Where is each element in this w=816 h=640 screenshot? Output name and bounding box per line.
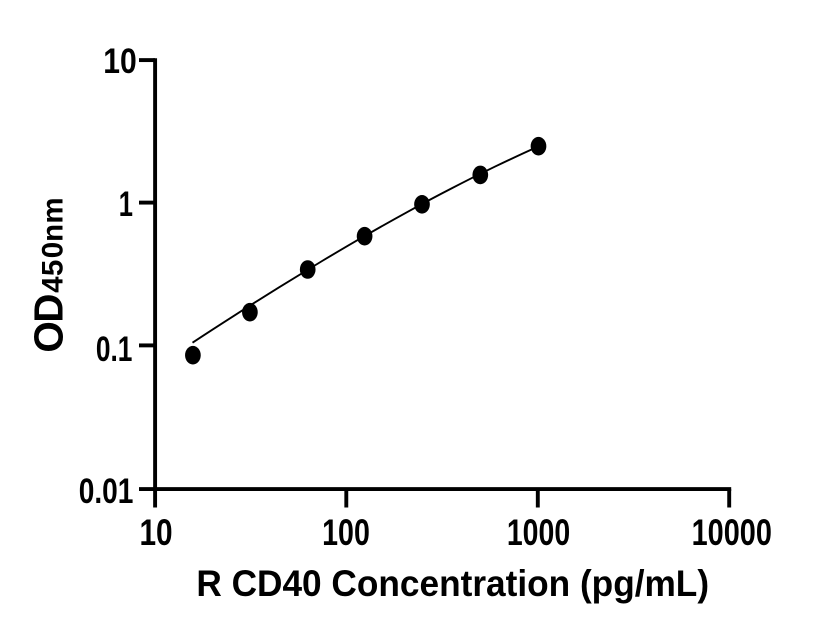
svg-text:0: 0: [37, 242, 70, 258]
svg-text:10: 10: [103, 41, 136, 81]
svg-text:R CD40 Concentration (pg/mL): R CD40 Concentration (pg/mL): [196, 562, 709, 604]
svg-text:10000: 10000: [692, 512, 772, 553]
svg-text:1000: 1000: [507, 511, 570, 552]
svg-text:0.01: 0.01: [79, 471, 134, 511]
svg-text:m: m: [37, 197, 70, 223]
svg-text:100: 100: [322, 512, 370, 553]
svg-text:5: 5: [37, 260, 70, 276]
svg-text:D: D: [26, 294, 72, 323]
svg-text:4: 4: [37, 276, 70, 293]
svg-text:10: 10: [139, 513, 172, 554]
svg-text:O: O: [26, 321, 72, 353]
svg-text:n: n: [37, 224, 70, 242]
svg-text:0.1: 0.1: [96, 329, 133, 369]
svg-text:1: 1: [119, 185, 133, 224]
